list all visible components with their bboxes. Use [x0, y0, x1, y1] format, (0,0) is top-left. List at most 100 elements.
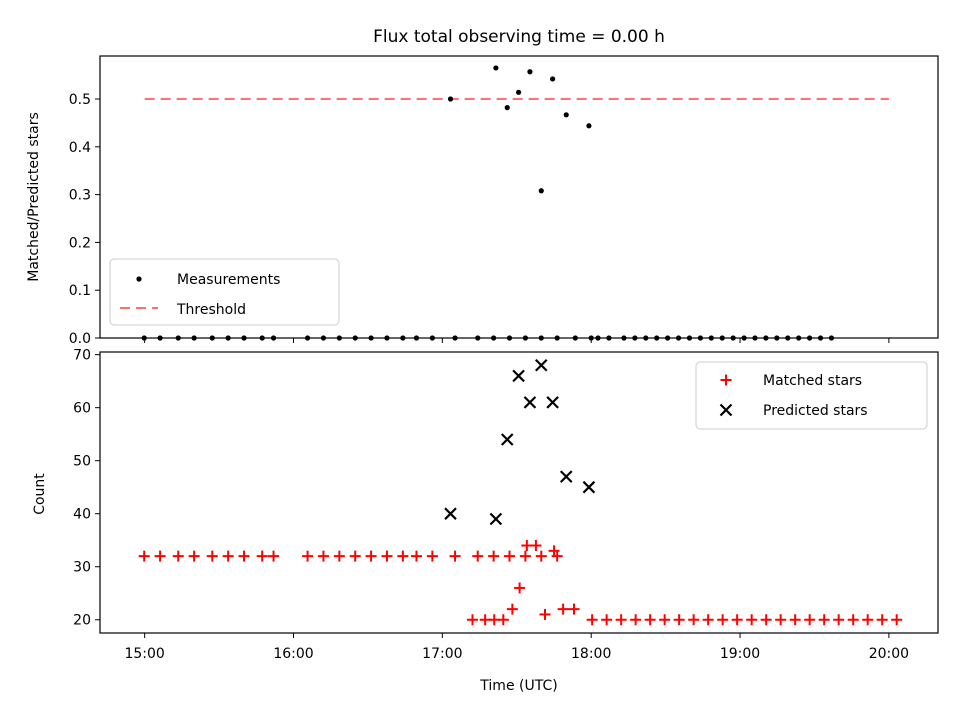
predicted-star-point [559, 470, 573, 483]
matched-star-point [876, 614, 888, 626]
count-legend-box [695, 361, 928, 430]
matched-star-point [630, 614, 642, 626]
matched-star-point [731, 614, 743, 626]
count-x-tick-label: 15:00 [124, 646, 164, 662]
matched-star-point [717, 614, 729, 626]
predicted-star-point [444, 507, 457, 520]
matched-star-point [138, 550, 150, 562]
matched-star-point [601, 614, 613, 626]
matched-star-point [530, 540, 542, 552]
matched-star-point [256, 550, 268, 562]
legend-threshold-label: Threshold [176, 302, 246, 318]
ratio-y-tick-label: 0.4 [69, 140, 91, 156]
matched-star-point [466, 614, 478, 626]
count-legend: Matched stars Predicted stars [695, 361, 928, 430]
matched-star-point [688, 614, 700, 626]
matched-star-point [426, 550, 438, 562]
matched-star-point [833, 614, 845, 626]
matched-star-point [746, 614, 758, 626]
matched-star-point [397, 550, 409, 562]
measurement-point [515, 89, 522, 95]
matched-star-point [760, 614, 772, 626]
ratio-plot-frame [99, 55, 939, 339]
matched-star-point [586, 614, 598, 626]
matched-star-point [557, 603, 569, 615]
matched-star-point [804, 614, 816, 626]
matched-star-point [659, 614, 671, 626]
count-y-tick-label: 40 [73, 507, 91, 523]
ratio-legend: Measurements Threshold [109, 258, 340, 326]
measurement-point [538, 188, 544, 194]
matched-star-point [268, 550, 280, 562]
legend-measurements-label: Measurements [177, 272, 280, 288]
matched-star-point [644, 614, 656, 626]
matched-star-point [847, 614, 859, 626]
matched-star-point [514, 582, 526, 594]
legend-measurements-marker [136, 276, 142, 282]
matched-star-point [535, 550, 547, 562]
matched-star-point [775, 614, 787, 626]
predicted-star-point [582, 480, 596, 494]
measurement-point [493, 65, 499, 71]
measurement-point [563, 112, 569, 118]
measurement-point [447, 96, 454, 102]
count-y-tick-label: 70 [73, 348, 91, 364]
matched-star-point [472, 550, 484, 562]
predicted-star-point [546, 396, 559, 409]
count-x-tick-label: 16:00 [273, 646, 313, 662]
matched-star-point [789, 614, 801, 626]
matched-star-point [317, 550, 329, 562]
legend-predicted-label: Predicted stars [763, 403, 868, 419]
matched-star-point [349, 550, 361, 562]
matched-star-point [506, 603, 518, 615]
matched-star-point [504, 550, 516, 562]
matched-star-point [862, 614, 874, 626]
legend-matched-marker [720, 374, 732, 386]
measurement-point [527, 69, 533, 75]
predicted-star-point [500, 433, 514, 446]
matched-star-point [206, 550, 218, 562]
count-y-axis-label: Count [32, 473, 48, 515]
ratio-panel: 0.0 0.1 0.2 0.3 0.4 0.5 Matched/Predicted sta… [26, 55, 939, 347]
matched-star-point [497, 614, 509, 626]
matched-star-point [238, 550, 250, 562]
count-y-tick-label: 20 [73, 613, 91, 629]
count-x-tick-label: 18:00 [571, 646, 611, 662]
matched-star-point [449, 550, 461, 562]
legend-matched-label: Matched stars [763, 373, 862, 389]
ratio-y-tick-label: 0.3 [69, 188, 91, 204]
predicted-star-point [523, 396, 537, 409]
matched-star-point [302, 550, 314, 562]
matched-star-point [519, 550, 531, 562]
matched-star-point [702, 614, 714, 626]
count-plot-frame [99, 351, 939, 634]
ratio-legend-box [109, 258, 340, 326]
ratio-y-tick-label: 0.2 [69, 235, 91, 251]
ratio-y-tick-label: 0.5 [69, 92, 91, 108]
matched-star-point [365, 550, 377, 562]
count-y-tick-label: 30 [73, 560, 91, 576]
matched-star-point [539, 608, 551, 620]
matched-star-point [891, 614, 903, 626]
ratio-y-axis-label: Matched/Predicted stars [26, 112, 42, 282]
measurement-point [504, 105, 510, 111]
matched-star-point [172, 550, 184, 562]
matched-star-point [188, 550, 200, 562]
count-panel: 20 30 40 50 60 70 15:00 16:00 17:00 18:00 19:00 20… [32, 348, 939, 694]
count-x-tick-label: 19:00 [720, 646, 760, 662]
measurement-point [586, 123, 592, 129]
measurement-point [550, 76, 556, 82]
x-axis-label: Time (UTC) [479, 678, 557, 694]
ratio-y-tick-label: 0.0 [69, 331, 91, 347]
legend-predicted-marker [719, 403, 733, 417]
chart-title: Flux total observing time = 0.00 h [373, 27, 665, 47]
matched-star-point [333, 550, 345, 562]
matched-star-point [410, 550, 422, 562]
matched-star-point [615, 614, 627, 626]
ratio-y-tick-label: 0.1 [69, 283, 91, 299]
matched-star-point [568, 603, 580, 615]
count-x-tick-label: 17:00 [422, 646, 462, 662]
count-y-tick-label: 50 [73, 454, 91, 470]
matched-star-point [222, 550, 234, 562]
